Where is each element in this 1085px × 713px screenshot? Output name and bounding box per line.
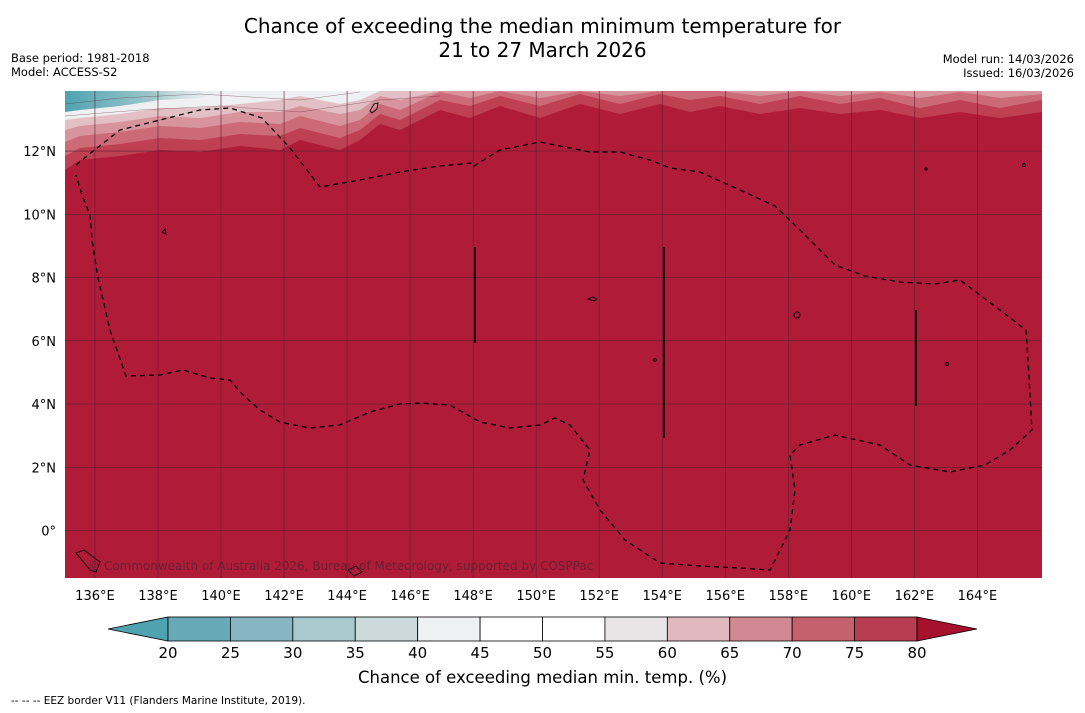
- meta-left: Base period: 1981-2018 Model: ACCESS-S2: [11, 51, 150, 79]
- eez-meridian-segments: [474, 247, 917, 438]
- lon-tick-label: 150°E: [516, 589, 556, 604]
- ocean-field: [65, 91, 1042, 578]
- islands: [75, 102, 1026, 577]
- colorbar-tick-label: 40: [408, 644, 427, 662]
- map-title: Chance of exceeding the median minimum t…: [0, 14, 1085, 62]
- lat-tick-label: 4°N: [32, 398, 57, 413]
- island-pohnpei: [586, 296, 598, 302]
- island-b: [1022, 163, 1026, 167]
- title-line-2: 21 to 27 March 2026: [438, 38, 647, 62]
- lon-tick-label: 160°E: [832, 589, 872, 604]
- lon-tick-label: 136°E: [75, 589, 115, 604]
- band-20: [65, 91, 240, 112]
- eez-palau-fsm: [75, 107, 1033, 571]
- contour-lines: [65, 91, 441, 117]
- model-run: Model run: 14/03/2026: [942, 52, 1074, 66]
- colorbar-cell: [292, 616, 356, 642]
- copyright-text: © Commonwealth of Australia 2026, Bureau…: [88, 559, 593, 573]
- island-chuuk: [161, 228, 167, 235]
- lat-tick-label: 12°N: [23, 145, 56, 160]
- issued-date: Issued: 16/03/2026: [963, 66, 1074, 80]
- lon-tick-label: 146°E: [390, 589, 430, 604]
- colorbar-cell: [604, 616, 668, 642]
- colorbar-tick-label: 75: [845, 644, 864, 662]
- lon-labels: 136°E 138°E 140°E 142°E 144°E 146°E 148°E 150°E…: [75, 589, 997, 604]
- island-manus: [347, 565, 363, 577]
- guam-island: [369, 102, 379, 114]
- colorbar-cell: [479, 616, 543, 642]
- colorbar-cell: [854, 616, 918, 642]
- meta-right: Model run: 14/03/2026 Issued: 16/03/2026: [943, 52, 1074, 80]
- lon-tick-label: 158°E: [769, 589, 809, 604]
- colorbar-tick-label: 80: [907, 644, 926, 662]
- lon-tick-label: 142°E: [264, 589, 304, 604]
- colorbar-cell: [167, 616, 231, 642]
- colorbar-cell: [417, 616, 481, 642]
- probability-field: [65, 91, 1042, 578]
- lon-tick-label: 156°E: [705, 589, 745, 604]
- lat-tick-label: 10°N: [23, 208, 56, 223]
- island-d: [653, 358, 657, 362]
- colorbar-tick-label: 30: [283, 644, 302, 662]
- lat-tick-label: 6°N: [32, 335, 57, 350]
- island-kosrae: [793, 311, 801, 319]
- colorbar-tick-label: 55: [595, 644, 614, 662]
- colorbar-tick-labels: 20 25 30 35 40 45 50 55 60 65 70 75 80: [158, 644, 926, 662]
- colorbar-cell: [542, 616, 606, 642]
- colorbar-cells: [167, 616, 918, 642]
- colorbar-cell: [354, 616, 419, 642]
- colorbar-label: Chance of exceeding median min. temp. (%…: [357, 668, 728, 687]
- lon-tick-label: 144°E: [327, 589, 367, 604]
- lon-tick-label: 164°E: [958, 589, 998, 604]
- colorbar-cell: [791, 616, 855, 642]
- colorbar-cell: [729, 616, 793, 642]
- colorbar-cell: [666, 616, 731, 642]
- gridlines: [65, 91, 1042, 578]
- colorbar-over-arrow: [916, 616, 978, 642]
- lat-labels: 12°N 10°N 8°N 6°N 4°N 2°N 0°: [23, 145, 56, 539]
- colorbar-tick-label: 50: [533, 644, 552, 662]
- title-line-1: Chance of exceeding the median minimum t…: [243, 14, 842, 38]
- colorbar-tick-label: 25: [221, 644, 240, 662]
- lat-tick-label: 0°: [41, 525, 56, 540]
- colorbar-tick-label: 65: [720, 644, 739, 662]
- lon-tick-label: 162°E: [895, 589, 935, 604]
- colorbar-tick-label: 70: [783, 644, 802, 662]
- lat-tick-label: 2°N: [32, 461, 57, 476]
- lon-tick-label: 154°E: [642, 589, 682, 604]
- colorbar-under-arrow: [107, 616, 169, 642]
- colorbar: 20 25 30 35 40 45 50 55 60 65 70 75 80: [107, 616, 978, 662]
- colorbar-tick-label: 20: [158, 644, 177, 662]
- model-name: Model: ACCESS-S2: [11, 65, 118, 79]
- island-new-guinea-coast: [75, 549, 101, 573]
- lon-tick-label: 152°E: [579, 589, 619, 604]
- lon-tick-label: 148°E: [453, 589, 493, 604]
- island-a: [945, 362, 949, 366]
- lon-tick-label: 138°E: [138, 589, 178, 604]
- eez-borders: [75, 107, 1033, 571]
- lon-tick-label: 140°E: [201, 589, 241, 604]
- colorbar-tick-label: 35: [346, 644, 365, 662]
- colorbar-tick-label: 60: [658, 644, 677, 662]
- colorbar-cell: [230, 616, 294, 642]
- colorbar-tick-label: 45: [471, 644, 490, 662]
- eez-footnote: -- -- -- EEZ border V11 (Flanders Marine…: [11, 695, 306, 707]
- island-c: [924, 167, 928, 171]
- lat-tick-label: 8°N: [32, 272, 57, 287]
- base-period: Base period: 1981-2018: [11, 51, 150, 65]
